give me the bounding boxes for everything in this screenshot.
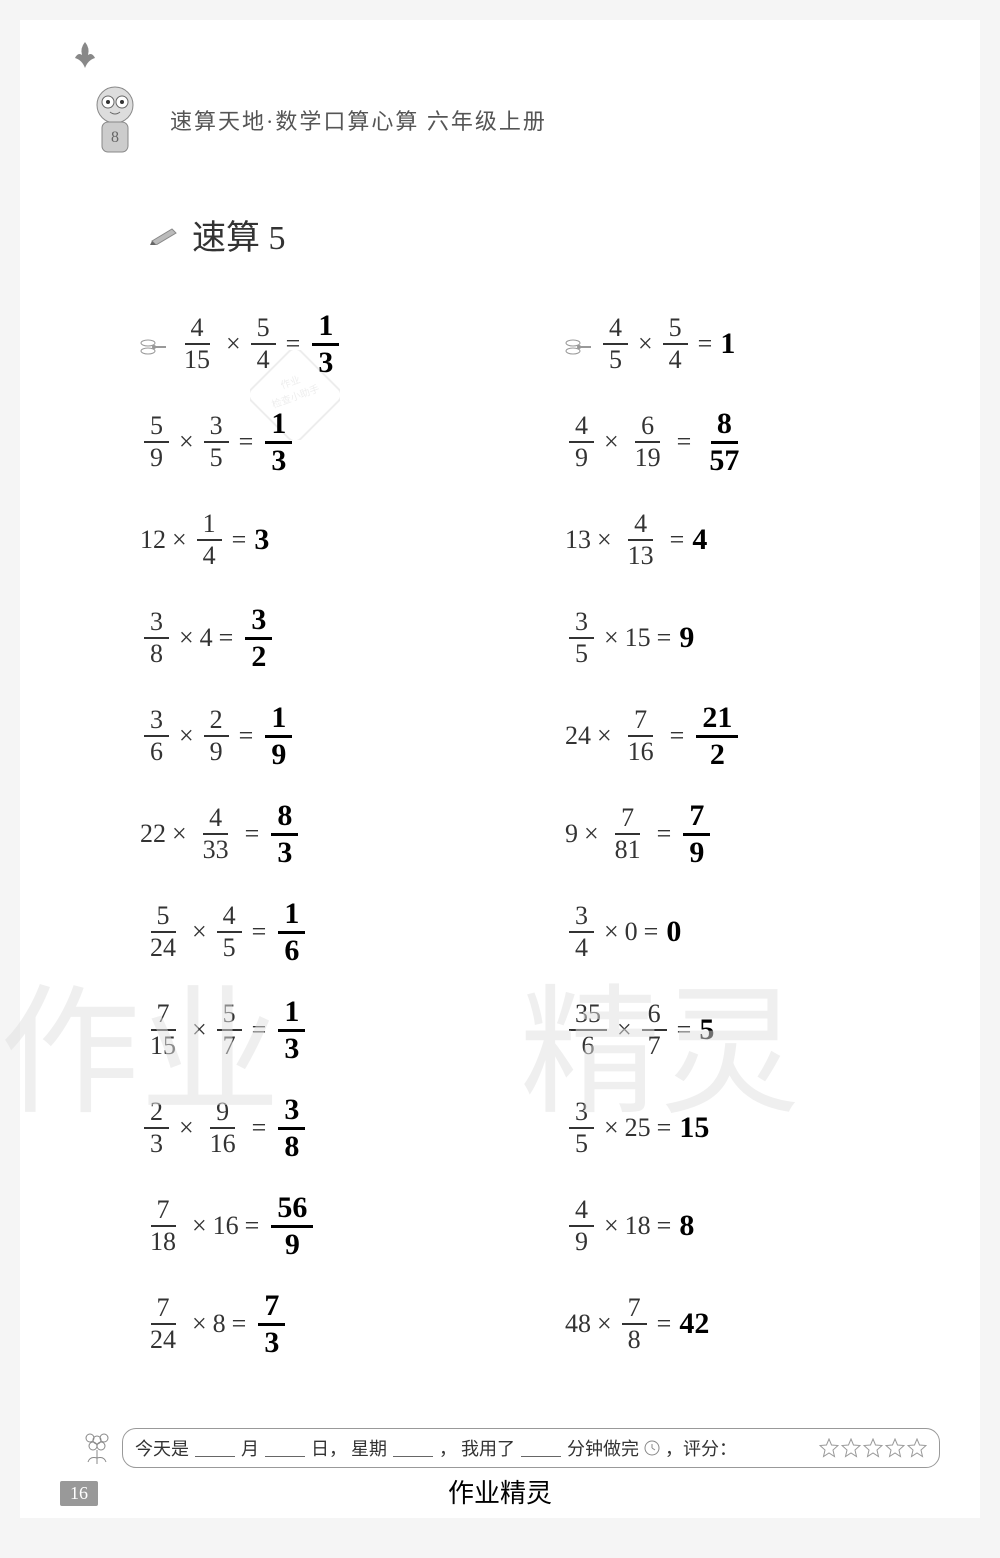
handwritten-answer: 19 bbox=[261, 703, 296, 770]
footer-iused: 我用了 bbox=[461, 1435, 515, 1461]
section-title: 速算 5 bbox=[192, 210, 286, 259]
handwritten-answer: 4 bbox=[692, 523, 707, 557]
handwritten-answer: 857 bbox=[699, 409, 749, 476]
handwritten-answer: 1 bbox=[720, 327, 735, 361]
problem-row: 22×433=83 bbox=[140, 799, 485, 869]
handwritten-answer: 79 bbox=[679, 801, 714, 868]
problem-row: 718×16=569 bbox=[140, 1191, 485, 1261]
problem-row: 36×29=19 bbox=[140, 701, 485, 771]
handwritten-answer: 38 bbox=[274, 1095, 309, 1162]
handwritten-answer: 32 bbox=[241, 605, 276, 672]
problem-row: 23×916=38 bbox=[140, 1093, 485, 1163]
handwritten-answer: 13 bbox=[274, 997, 309, 1064]
handwritten-answer: 16 bbox=[274, 899, 309, 966]
handwritten-answer: 83 bbox=[267, 801, 302, 868]
clock-icon bbox=[643, 1439, 661, 1457]
handwritten-answer: 5 bbox=[699, 1013, 714, 1047]
star-icon[interactable] bbox=[885, 1438, 905, 1458]
problem-row: 24×716=212 bbox=[565, 701, 910, 771]
handwritten-answer: 13 bbox=[308, 311, 343, 378]
handwritten-answer: 0 bbox=[666, 915, 681, 949]
weekday-blank[interactable] bbox=[393, 1439, 433, 1457]
problem-row: 12×14=3 bbox=[140, 505, 485, 575]
mascot-icon: 8 bbox=[80, 80, 150, 160]
footer-score: ，评分： bbox=[665, 1435, 737, 1461]
bottom-watermark: 作业精灵 bbox=[448, 1473, 552, 1510]
page-number: 16 bbox=[60, 1481, 98, 1506]
pencil-icon bbox=[150, 225, 180, 245]
handwritten-answer: 73 bbox=[254, 1291, 289, 1358]
star-icon[interactable] bbox=[841, 1438, 861, 1458]
section-title-row: 速算 5 bbox=[150, 210, 940, 259]
handwritten-answer: 8 bbox=[679, 1209, 694, 1243]
problem-row: 35×15=9 bbox=[565, 603, 910, 673]
top-decor-icon bbox=[70, 40, 100, 70]
footer-day: 日， bbox=[311, 1435, 347, 1461]
footer-box: 今天是 月 日， 星期 ， 我用了 分钟做完 ，评分： bbox=[122, 1428, 940, 1468]
month-blank[interactable] bbox=[195, 1439, 235, 1457]
handwritten-answer: 15 bbox=[679, 1111, 709, 1145]
footer-weekday: 星期 bbox=[351, 1435, 387, 1461]
page-header: 8 速算天地·数学口算心算 六年级上册 bbox=[80, 80, 940, 160]
handwritten-answer: 42 bbox=[679, 1307, 709, 1341]
footer-comma: ， bbox=[439, 1435, 457, 1461]
flower-icon bbox=[80, 1428, 114, 1468]
star-icon[interactable] bbox=[819, 1438, 839, 1458]
problem-row: 715×57=13 bbox=[140, 995, 485, 1065]
handwritten-answer: 9 bbox=[679, 621, 694, 655]
handwritten-answer: 3 bbox=[254, 523, 269, 557]
handwritten-answer: 13 bbox=[261, 409, 296, 476]
problem-row: 415×54=13 bbox=[140, 309, 485, 379]
problem-row: 13×413=4 bbox=[565, 505, 910, 575]
problem-row: 38×4=32 bbox=[140, 603, 485, 673]
problem-row: 48×78=42 bbox=[565, 1289, 910, 1359]
rating-stars[interactable] bbox=[819, 1438, 927, 1458]
star-icon[interactable] bbox=[863, 1438, 883, 1458]
problem-row: 35×25=15 bbox=[565, 1093, 910, 1163]
day-blank[interactable] bbox=[265, 1439, 305, 1457]
problem-row: 524×45=16 bbox=[140, 897, 485, 967]
problem-row: 356×67=5 bbox=[565, 995, 910, 1065]
problem-row: 49×619=857 bbox=[565, 407, 910, 477]
svg-text:8: 8 bbox=[111, 129, 119, 146]
book-title: 速算天地·数学口算心算 六年级上册 bbox=[170, 104, 547, 136]
problem-row: 9×781=79 bbox=[565, 799, 910, 869]
handwritten-answer: 569 bbox=[267, 1193, 317, 1260]
problem-row: 49×18=8 bbox=[565, 1191, 910, 1261]
handwritten-answer: 212 bbox=[692, 703, 742, 770]
dragonfly-icon bbox=[140, 334, 168, 354]
problem-row: 45×54=1 bbox=[565, 309, 910, 379]
problem-row: 724×8=73 bbox=[140, 1289, 485, 1359]
minutes-blank[interactable] bbox=[521, 1439, 561, 1457]
star-icon[interactable] bbox=[907, 1438, 927, 1458]
footer-month: 月 bbox=[241, 1435, 259, 1461]
problem-row: 59×35=13 bbox=[140, 407, 485, 477]
problems-grid: 415×54=13 45×54=1 59×35=13 49×619=857 12×14=… bbox=[140, 309, 910, 1359]
footer-row: 今天是 月 日， 星期 ， 我用了 分钟做完 ，评分： bbox=[80, 1428, 940, 1468]
worksheet-page: 8 速算天地·数学口算心算 六年级上册 速算 5 作业 检查小助手 415×54… bbox=[20, 20, 980, 1518]
footer-minutes: 分钟做完 bbox=[567, 1435, 639, 1461]
problem-row: 34×0=0 bbox=[565, 897, 910, 967]
dragonfly-icon bbox=[565, 334, 593, 354]
footer-today: 今天是 bbox=[135, 1435, 189, 1461]
